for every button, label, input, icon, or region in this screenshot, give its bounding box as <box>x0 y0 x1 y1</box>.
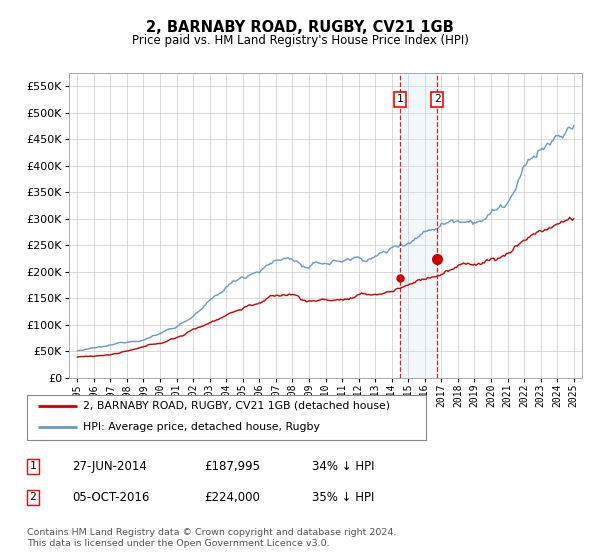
Bar <box>400 73 437 378</box>
Text: 1: 1 <box>397 94 403 104</box>
Text: HPI: Average price, detached house, Rugby: HPI: Average price, detached house, Rugb… <box>83 422 320 432</box>
Text: Price paid vs. HM Land Registry's House Price Index (HPI): Price paid vs. HM Land Registry's House … <box>131 34 469 46</box>
Text: 2, BARNABY ROAD, RUGBY, CV21 1GB (detached house): 2, BARNABY ROAD, RUGBY, CV21 1GB (detach… <box>83 401 390 411</box>
Text: 1: 1 <box>29 461 37 472</box>
Text: 2, BARNABY ROAD, RUGBY, CV21 1GB: 2, BARNABY ROAD, RUGBY, CV21 1GB <box>146 20 454 35</box>
Text: 34% ↓ HPI: 34% ↓ HPI <box>312 460 374 473</box>
Text: £187,995: £187,995 <box>204 460 260 473</box>
Text: 05-OCT-2016: 05-OCT-2016 <box>72 491 149 504</box>
Text: 27-JUN-2014: 27-JUN-2014 <box>72 460 147 473</box>
Text: 2: 2 <box>434 94 440 104</box>
Text: £224,000: £224,000 <box>204 491 260 504</box>
Text: Contains HM Land Registry data © Crown copyright and database right 2024.
This d: Contains HM Land Registry data © Crown c… <box>27 528 397 548</box>
Text: 35% ↓ HPI: 35% ↓ HPI <box>312 491 374 504</box>
Text: 2: 2 <box>29 492 37 502</box>
